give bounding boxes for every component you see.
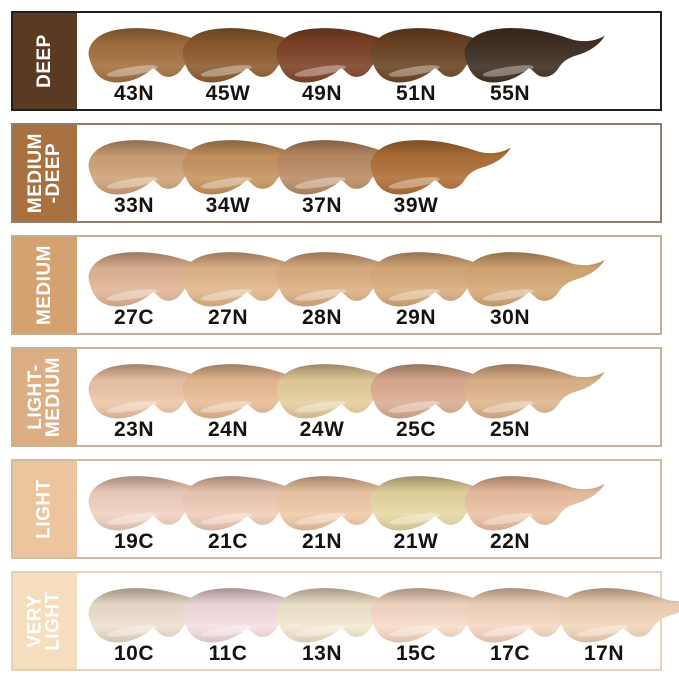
shade-code-label: 30N: [489, 306, 531, 329]
shade-category-row-medium: MEDIUM 27C 27N 28N 29N 30N: [11, 235, 662, 335]
category-label: MEDIUM -DEEP: [25, 133, 64, 213]
shade-swatch-25n[interactable]: 25N: [463, 349, 605, 445]
shade-code-label: 25N: [489, 418, 531, 441]
foundation-smear-icon: [464, 28, 605, 83]
shade-code-label: 27N: [207, 306, 249, 329]
shade-code-label: 21N: [301, 530, 343, 553]
shade-code-label: 11C: [208, 642, 248, 665]
shade-code-label: 23N: [113, 418, 155, 441]
category-band: LIGHT- MEDIUM: [13, 349, 77, 445]
category-band: MEDIUM: [13, 237, 77, 333]
shade-code-label: 21W: [393, 530, 439, 553]
swatch-area: 27C 27N 28N 29N 30N: [77, 237, 660, 333]
shade-code-label: 24W: [299, 418, 345, 441]
shade-code-label: 13N: [301, 642, 343, 665]
shade-swatch-17c[interactable]: 17C: [463, 573, 605, 669]
shade-code-label: 21C: [207, 530, 249, 553]
category-label: DEEP: [33, 34, 55, 88]
shade-code-label: 51N: [395, 82, 437, 105]
shade-swatch-13n[interactable]: 13N: [275, 573, 417, 669]
shade-swatch-25c[interactable]: 25C: [369, 349, 511, 445]
category-band: DEEP: [13, 13, 77, 109]
category-label: LIGHT- MEDIUM: [25, 356, 64, 438]
shade-code-label: 37N: [301, 194, 343, 217]
category-label-line: -DEEP: [43, 142, 64, 204]
shade-code-label: 33N: [113, 194, 155, 217]
category-label-line: MEDIUM: [43, 356, 64, 438]
shade-category-row-light: LIGHT 19C 21C 21N 21W 22N: [11, 459, 662, 559]
category-label: VERY LIGHT: [25, 591, 64, 651]
swatch-area: 33N 34W 37N 39W: [77, 125, 660, 221]
shade-swatch-34w[interactable]: 34W: [181, 125, 323, 221]
shade-swatch-30n[interactable]: 30N: [463, 237, 605, 333]
shade-code-label: 17C: [489, 642, 531, 665]
shade-code-label: 24N: [207, 418, 249, 441]
shade-category-row-very-light: VERY LIGHT 10C 11C 13N 15C 17C 17N: [11, 571, 679, 671]
shade-swatch-27n[interactable]: 27N: [181, 237, 323, 333]
category-label-line: LIGHT: [43, 591, 64, 651]
shade-code-label: 28N: [301, 306, 343, 329]
shade-swatch-45w[interactable]: 45W: [181, 13, 323, 109]
shade-swatch-15c[interactable]: 15C: [369, 573, 511, 669]
shade-code-label: 39W: [393, 194, 439, 217]
shade-swatch-29n[interactable]: 29N: [369, 237, 511, 333]
shade-swatch-39w[interactable]: 39W: [369, 125, 511, 221]
shade-swatch-49n[interactable]: 49N: [275, 13, 417, 109]
category-band: LIGHT: [13, 461, 77, 557]
foundation-smear-icon: [464, 364, 605, 419]
swatch-area: 23N 24N 24W 25C 25N: [77, 349, 660, 445]
shade-code-label: 17N: [583, 642, 625, 665]
shade-code-label: 34W: [205, 194, 251, 217]
shade-code-label: 10C: [113, 642, 155, 665]
shade-swatch-19c[interactable]: 19C: [87, 461, 229, 557]
shade-swatch-21n[interactable]: 21N: [275, 461, 417, 557]
shade-swatch-27c[interactable]: 27C: [87, 237, 229, 333]
shade-code-label: 25C: [395, 418, 437, 441]
foundation-smear-icon: [370, 140, 511, 195]
shade-code-label: 45W: [205, 82, 251, 105]
shade-swatch-10c[interactable]: 10C: [87, 573, 229, 669]
foundation-smear-icon: [464, 252, 605, 307]
shade-code-label: 49N: [301, 82, 343, 105]
foundation-smear-icon: [464, 476, 605, 531]
shade-swatch-17n[interactable]: 17N: [557, 573, 679, 669]
shade-swatch-28n[interactable]: 28N: [275, 237, 417, 333]
shade-swatch-21w[interactable]: 21W: [369, 461, 511, 557]
category-band: MEDIUM -DEEP: [13, 125, 77, 221]
shade-code-label: 55N: [489, 82, 531, 105]
shade-swatch-43n[interactable]: 43N: [87, 13, 229, 109]
shade-code-label: 29N: [395, 306, 437, 329]
category-label-line: DEEP: [33, 34, 55, 88]
shade-swatch-51n[interactable]: 51N: [369, 13, 511, 109]
shade-code-label: 27C: [113, 306, 155, 329]
category-label: MEDIUM: [33, 244, 55, 326]
category-label: LIGHT: [33, 479, 55, 539]
shade-swatch-23n[interactable]: 23N: [87, 349, 229, 445]
shade-category-row-light-medium: LIGHT- MEDIUM 23N 24N 24W 25C 25N: [11, 347, 662, 447]
category-band: VERY LIGHT: [13, 573, 77, 669]
shade-swatch-21c[interactable]: 21C: [181, 461, 323, 557]
shade-category-row-deep: DEEP 43N 45W 49N 51N 55N: [11, 11, 662, 111]
swatch-area: 10C 11C 13N 15C 17C 17N: [77, 573, 679, 669]
swatch-area: 19C 21C 21N 21W 22N: [77, 461, 660, 557]
shade-swatch-37n[interactable]: 37N: [275, 125, 417, 221]
shade-category-row-medium-deep: MEDIUM -DEEP 33N 34W 37N 39W: [11, 123, 662, 223]
shade-code-label: 19C: [113, 530, 155, 553]
shade-swatch-33n[interactable]: 33N: [87, 125, 229, 221]
shade-code-label: 22N: [489, 530, 531, 553]
shade-swatch-55n[interactable]: 55N: [463, 13, 605, 109]
shade-swatch-24w[interactable]: 24W: [275, 349, 417, 445]
shade-code-label: 43N: [113, 82, 155, 105]
shade-swatch-24n[interactable]: 24N: [181, 349, 323, 445]
shade-swatch-11c[interactable]: 11C: [181, 573, 323, 669]
foundation-smear-icon: [558, 588, 679, 643]
category-label-line: MEDIUM: [33, 244, 55, 326]
shade-code-label: 15C: [395, 642, 437, 665]
swatch-area: 43N 45W 49N 51N 55N: [77, 13, 660, 109]
category-label-line: LIGHT: [33, 479, 55, 539]
shade-swatch-22n[interactable]: 22N: [463, 461, 605, 557]
